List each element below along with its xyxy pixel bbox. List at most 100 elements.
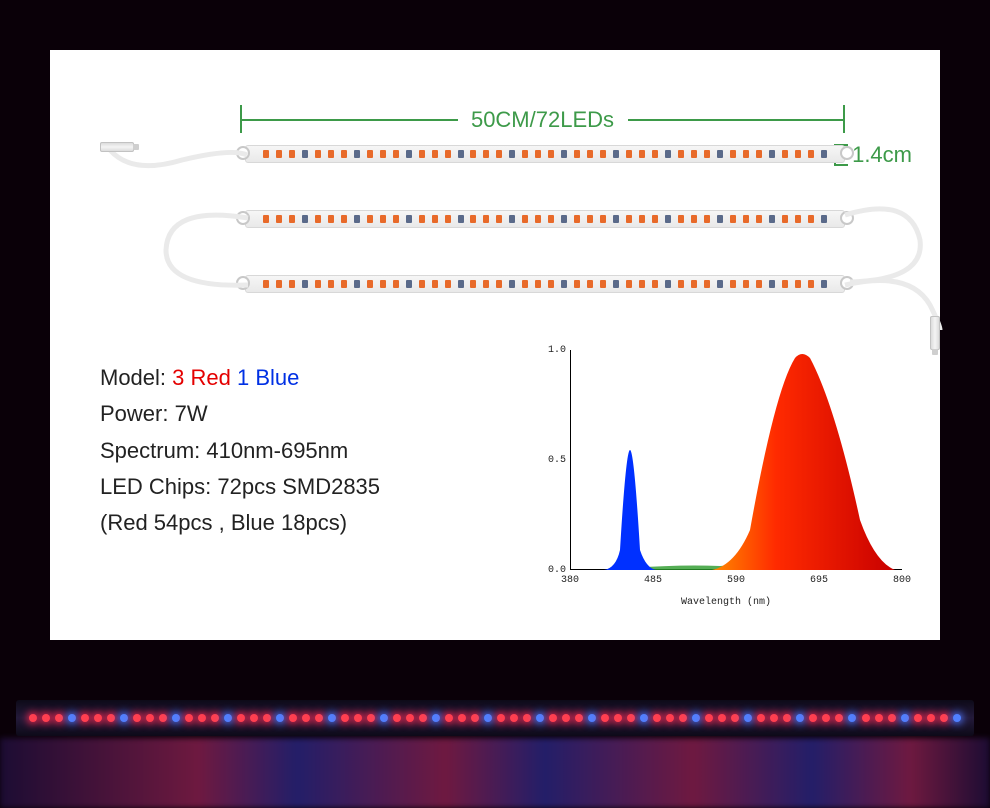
led-red bbox=[574, 280, 580, 288]
led-red bbox=[393, 215, 399, 223]
height-label: 1.4cm bbox=[852, 142, 912, 168]
led-red bbox=[470, 280, 476, 288]
led-red bbox=[743, 150, 749, 158]
led-red bbox=[808, 280, 814, 288]
led-red bbox=[289, 280, 295, 288]
lit-led-red bbox=[757, 714, 765, 722]
lit-led-blue bbox=[120, 714, 128, 722]
red-peak bbox=[712, 354, 895, 570]
led-red bbox=[432, 280, 438, 288]
lit-led-red bbox=[835, 714, 843, 722]
led-blue bbox=[406, 280, 412, 288]
led-blue bbox=[717, 150, 723, 158]
led-blue bbox=[509, 280, 515, 288]
led-red bbox=[704, 150, 710, 158]
led-red bbox=[445, 215, 451, 223]
led-blue bbox=[613, 150, 619, 158]
led-red bbox=[496, 150, 502, 158]
led-red bbox=[341, 215, 347, 223]
led-red bbox=[470, 150, 476, 158]
lit-led-red bbox=[419, 714, 427, 722]
y-tick: 1.0 bbox=[548, 345, 566, 356]
lit-led-red bbox=[42, 714, 50, 722]
led-red bbox=[795, 280, 801, 288]
lit-led-red bbox=[562, 714, 570, 722]
led-red bbox=[782, 215, 788, 223]
led-red bbox=[782, 150, 788, 158]
lit-led-red bbox=[94, 714, 102, 722]
led-red bbox=[263, 215, 269, 223]
led-red bbox=[535, 280, 541, 288]
led-red bbox=[626, 280, 632, 288]
lit-led-red bbox=[705, 714, 713, 722]
lit-led-blue bbox=[536, 714, 544, 722]
spectrum-chart: 0.00.51.0 380485590695800 Wavelength (nm… bbox=[540, 340, 912, 610]
led-strip bbox=[245, 275, 845, 293]
spec-model-blue-word: Blue bbox=[249, 365, 299, 390]
lit-led-blue bbox=[796, 714, 804, 722]
led-blue bbox=[458, 280, 464, 288]
led-blue bbox=[406, 215, 412, 223]
led-red bbox=[795, 150, 801, 158]
led-blue bbox=[769, 215, 775, 223]
led-blue bbox=[354, 280, 360, 288]
lit-led-red bbox=[185, 714, 193, 722]
led-blue bbox=[665, 150, 671, 158]
lit-led-red bbox=[822, 714, 830, 722]
lit-led-red bbox=[393, 714, 401, 722]
led-blue bbox=[665, 280, 671, 288]
lit-led-blue bbox=[692, 714, 700, 722]
led-red bbox=[587, 280, 593, 288]
led-red bbox=[367, 215, 373, 223]
spec-list: Model: 3 Red 1 Blue Power: 7W Spectrum: … bbox=[100, 360, 380, 541]
mount-clip bbox=[840, 146, 854, 160]
led-red bbox=[380, 215, 386, 223]
led-red bbox=[328, 150, 334, 158]
led-red bbox=[263, 280, 269, 288]
lit-led-blue bbox=[848, 714, 856, 722]
lit-led-red bbox=[666, 714, 674, 722]
lit-led-red bbox=[458, 714, 466, 722]
led-red bbox=[678, 150, 684, 158]
led-red bbox=[808, 215, 814, 223]
lit-led-red bbox=[809, 714, 817, 722]
led-blue bbox=[821, 150, 827, 158]
led-red bbox=[393, 280, 399, 288]
blue-peak bbox=[604, 450, 656, 570]
led-red bbox=[419, 150, 425, 158]
lit-led-blue bbox=[224, 714, 232, 722]
lit-led-red bbox=[81, 714, 89, 722]
lit-led-red bbox=[888, 714, 896, 722]
led-red bbox=[315, 280, 321, 288]
lit-led-bar bbox=[16, 700, 974, 736]
lit-led-red bbox=[614, 714, 622, 722]
led-red bbox=[445, 280, 451, 288]
lit-led-blue bbox=[172, 714, 180, 722]
lit-led-red bbox=[497, 714, 505, 722]
led-red bbox=[730, 215, 736, 223]
lit-led-red bbox=[55, 714, 63, 722]
led-red bbox=[328, 215, 334, 223]
led-strip bbox=[245, 145, 845, 163]
lit-led-red bbox=[523, 714, 531, 722]
led-red bbox=[587, 150, 593, 158]
led-red bbox=[704, 215, 710, 223]
led-red bbox=[587, 215, 593, 223]
led-blue bbox=[613, 280, 619, 288]
led-blue bbox=[717, 215, 723, 223]
lit-led-red bbox=[146, 714, 154, 722]
lit-led-red bbox=[302, 714, 310, 722]
lit-led-blue bbox=[588, 714, 596, 722]
led-red bbox=[574, 215, 580, 223]
led-blue bbox=[769, 150, 775, 158]
lit-led-red bbox=[250, 714, 258, 722]
led-red bbox=[432, 215, 438, 223]
lit-led-red bbox=[445, 714, 453, 722]
led-blue bbox=[561, 280, 567, 288]
connector-plug-1 bbox=[100, 142, 134, 152]
led-blue bbox=[458, 215, 464, 223]
lit-led-red bbox=[107, 714, 115, 722]
led-red bbox=[652, 280, 658, 288]
led-red bbox=[522, 280, 528, 288]
led-red bbox=[483, 150, 489, 158]
